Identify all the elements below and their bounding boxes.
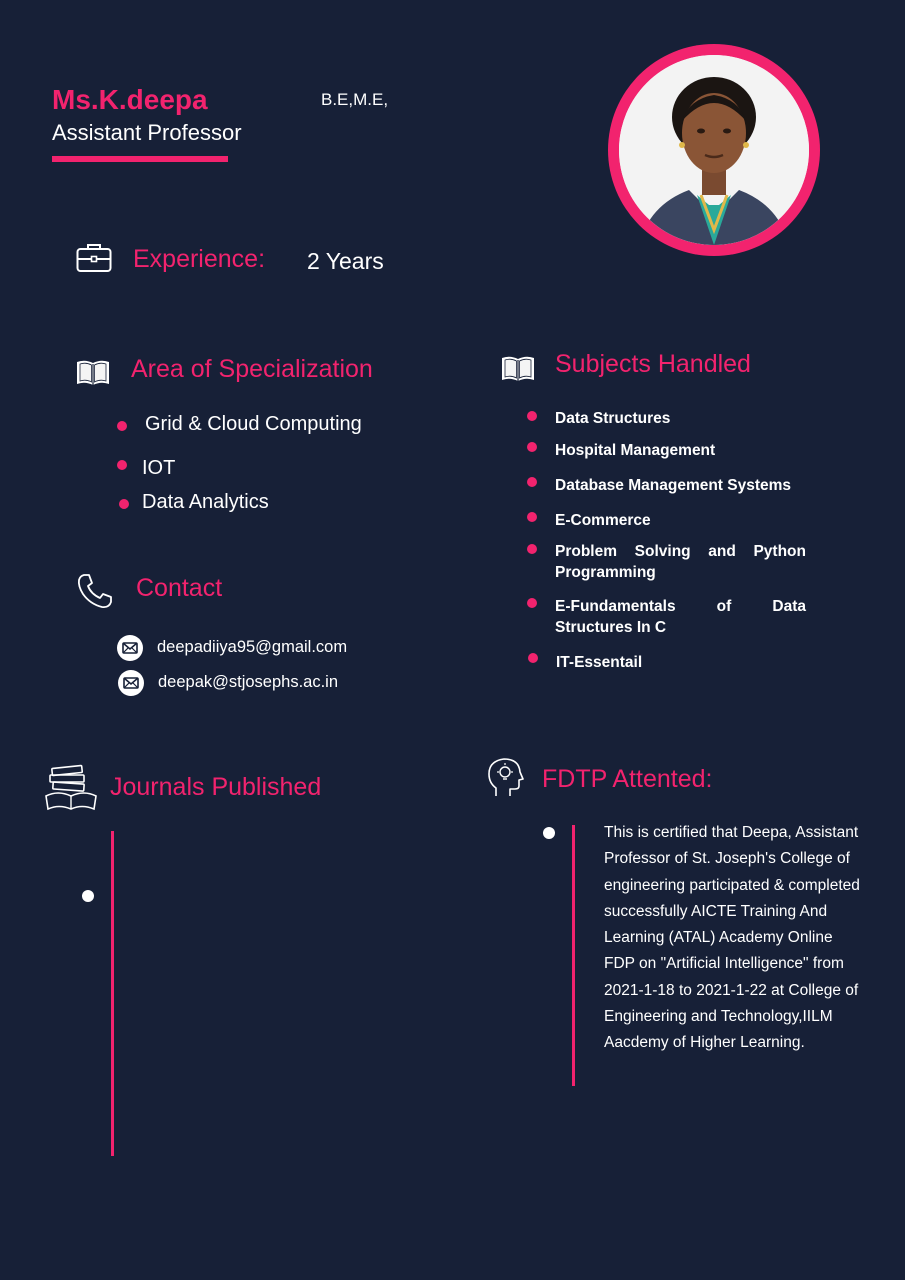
specialization-title: Area of Specialization	[131, 355, 373, 383]
subject-item: Problem Solving and Python	[555, 543, 806, 560]
bullet-dot	[527, 544, 537, 554]
bullet-dot	[527, 512, 537, 522]
briefcase-icon	[76, 242, 112, 279]
books-stack-icon	[44, 764, 98, 817]
phone-icon	[76, 572, 114, 615]
specialization-item: Data Analytics	[142, 491, 269, 513]
fdtp-timeline-line	[572, 825, 575, 1086]
subject-item: Hospital Management	[555, 442, 716, 459]
specialization-item: Grid & Cloud Computing	[145, 413, 362, 435]
name-underline	[52, 156, 228, 162]
experience-value: 2 Years	[307, 248, 384, 274]
open-book-icon	[500, 354, 536, 389]
idea-head-icon	[486, 756, 524, 803]
journals-timeline-line	[111, 831, 114, 1156]
bullet-dot	[527, 598, 537, 608]
subject-item-continued: Programming	[555, 564, 656, 581]
profile-photo-frame	[608, 44, 820, 256]
subject-item: E-Fundamentals of Data	[555, 598, 806, 615]
fdtp-description: This is certified that Deepa, Assistant …	[604, 824, 860, 1052]
bullet-dot	[119, 499, 129, 509]
bullet-dot	[527, 477, 537, 487]
bullet-dot	[528, 653, 538, 663]
bullet-dot	[117, 421, 127, 431]
person-name: Ms.K.deepa	[52, 84, 208, 115]
subject-item: Database Management Systems	[555, 477, 792, 494]
fdtp-title: FDTP Attented:	[542, 765, 713, 793]
bullet-dot	[527, 442, 537, 452]
bullet-dot	[527, 411, 537, 421]
subjects-title: Subjects Handled	[555, 350, 751, 378]
mail-icon	[117, 635, 143, 661]
journals-title: Journals Published	[110, 773, 322, 801]
email-link[interactable]: deepak@stjosephs.ac.in	[158, 673, 339, 691]
degree-text: B.E,M.E,	[321, 90, 389, 109]
subject-item: IT-Essentail	[556, 654, 643, 671]
email-link[interactable]: deepadiiya95@gmail.com	[157, 638, 348, 656]
bullet-dot	[117, 460, 127, 470]
timeline-dot	[82, 890, 94, 902]
subject-item: Data Structures	[555, 410, 671, 427]
subject-item-continued: Structures In C	[555, 619, 667, 636]
role-title: Assistant Professor	[52, 120, 242, 145]
subject-item: E-Commerce	[555, 512, 651, 529]
experience-label: Experience:	[133, 245, 266, 273]
profile-photo	[619, 55, 809, 245]
open-book-icon	[75, 358, 111, 393]
contact-title: Contact	[136, 574, 223, 602]
timeline-dot	[543, 827, 555, 839]
mail-icon	[118, 670, 144, 696]
specialization-item: IOT	[142, 457, 176, 479]
